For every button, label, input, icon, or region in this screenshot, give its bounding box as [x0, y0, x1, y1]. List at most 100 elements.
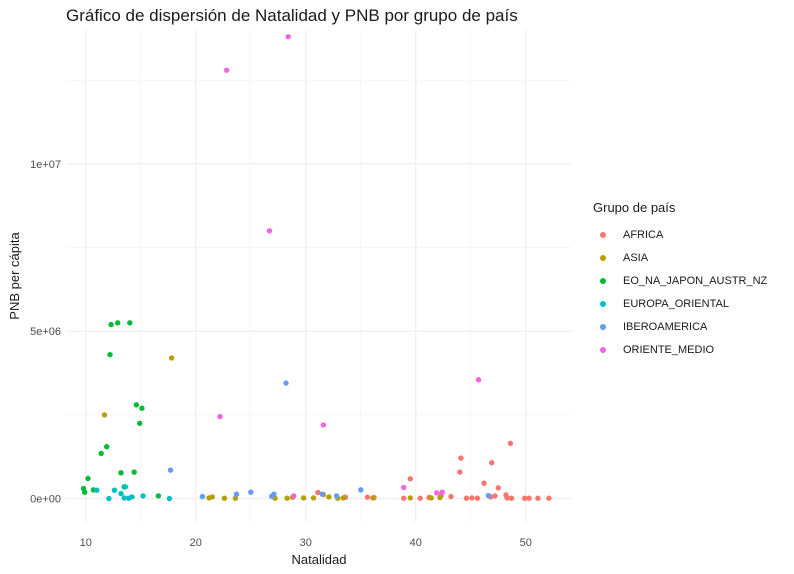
scatter-point: [137, 420, 143, 426]
legend-label: AFRICA: [623, 228, 664, 241]
legend-marker: [600, 254, 606, 261]
scatter-point: [85, 475, 91, 482]
scatter-point: [168, 355, 175, 361]
legend-key: [593, 346, 613, 353]
legend-key: [593, 277, 613, 284]
scatter-point: [122, 484, 129, 490]
scatter-point: [300, 495, 307, 501]
scatter-point: [437, 494, 443, 501]
legend-item: ORIENTE_MEDIO: [593, 338, 767, 361]
legend-marker: [600, 300, 606, 307]
scatter-point: [283, 380, 289, 386]
y-axis-title: PNB per cápita: [7, 232, 22, 320]
scatter-point: [271, 491, 277, 497]
scatter-point: [481, 480, 487, 486]
scatter-point: [489, 460, 495, 466]
scatter-point: [248, 489, 254, 495]
x-axis-title: Natalidad: [292, 552, 347, 567]
scatter-point: [310, 495, 317, 501]
scatter-point: [457, 469, 463, 475]
legend-items: AFRICA ASIA EO_NA_JAPON_AUSTR_NZ EUROPA_ORI…: [593, 223, 767, 361]
scatter-point: [108, 321, 114, 328]
chart-title: Gráfico de dispersión de Natalidad y PNB…: [66, 6, 518, 25]
scatter-point: [546, 495, 552, 501]
legend-marker: [600, 231, 606, 238]
scatter-point: [407, 495, 413, 501]
scatter-point: [370, 495, 376, 501]
scatter-point: [223, 67, 230, 73]
scatter-point: [326, 494, 332, 500]
scatter-point: [463, 495, 470, 501]
scatter-point: [140, 493, 146, 499]
scatter-point: [469, 495, 475, 501]
scatter-point: [535, 495, 541, 501]
scatter-point: [111, 487, 118, 493]
data-points: [80, 33, 552, 502]
y-tick-label: 0e+00: [30, 494, 61, 506]
scatter-point: [284, 495, 290, 501]
x-tick-label: 40: [410, 537, 422, 549]
scatter-point: [319, 491, 325, 497]
legend-item: IBEROAMERICA: [593, 315, 767, 338]
scatter-point: [358, 487, 364, 493]
scatter-point: [115, 320, 121, 326]
scatter-point: [333, 493, 340, 499]
legend-label: EUROPA_ORIENTAL: [623, 297, 729, 310]
scatter-point: [217, 413, 223, 420]
scatter-point: [417, 495, 423, 501]
scatter-point: [221, 495, 228, 501]
scatter-point: [507, 440, 514, 447]
scatter-point: [166, 495, 173, 502]
scatter-point: [167, 467, 174, 473]
scatter-point: [428, 495, 434, 501]
x-tick-label: 20: [190, 537, 202, 549]
legend-key: [593, 231, 613, 238]
legend-marker: [600, 346, 606, 353]
x-tick-label: 10: [80, 537, 92, 549]
scatter-point: [320, 422, 327, 428]
legend-label: EO_NA_JAPON_AUSTR_NZ: [623, 274, 768, 287]
scatter-point: [209, 494, 215, 500]
scatter-point: [434, 490, 440, 496]
scatter-point: [508, 495, 515, 501]
scatter-point: [401, 495, 407, 501]
scatter-point: [448, 493, 454, 500]
scatter-point: [118, 490, 124, 497]
legend-key: [593, 300, 613, 307]
scatter-point: [118, 470, 124, 476]
legend-label: IBEROAMERICA: [623, 320, 708, 333]
scatter-point: [475, 377, 482, 383]
scatter-point: [439, 489, 445, 495]
legend-label: ORIENTE_MEDIO: [623, 343, 715, 356]
x-tick-label: 50: [520, 537, 532, 549]
scatter-point: [291, 493, 297, 499]
grid-lines: [66, 30, 572, 522]
scatter-point: [101, 412, 108, 418]
y-tick-label: 5e+06: [30, 326, 61, 338]
scatter-point: [121, 495, 128, 501]
scatter-point: [199, 493, 206, 500]
scatter-point: [127, 320, 133, 326]
scatter-point: [266, 228, 273, 234]
scatter-point: [285, 33, 291, 40]
legend-marker: [600, 277, 606, 284]
scatter-point: [131, 469, 137, 475]
scatter-point: [129, 494, 135, 500]
scatter-point: [495, 485, 501, 491]
legend-item: AFRICA: [593, 223, 767, 246]
legend-key: [593, 254, 613, 261]
legend-item: ASIA: [593, 246, 767, 269]
legend-marker: [600, 323, 606, 330]
scatter-point: [474, 495, 481, 501]
y-tick-label: 1e+07: [30, 159, 61, 171]
scatter-point: [315, 489, 321, 496]
scatter-point: [485, 492, 492, 499]
scatter-point: [107, 351, 113, 358]
legend-key: [593, 323, 613, 330]
axis-ticks: 10 20 30 40 50 0e+00 5e+06 1e+07: [30, 159, 532, 549]
legend-title: Grupo de país: [593, 200, 676, 215]
scatter-point: [522, 495, 528, 501]
scatter-point: [104, 443, 110, 450]
legend-item: EO_NA_JAPON_AUSTR_NZ: [593, 269, 767, 292]
